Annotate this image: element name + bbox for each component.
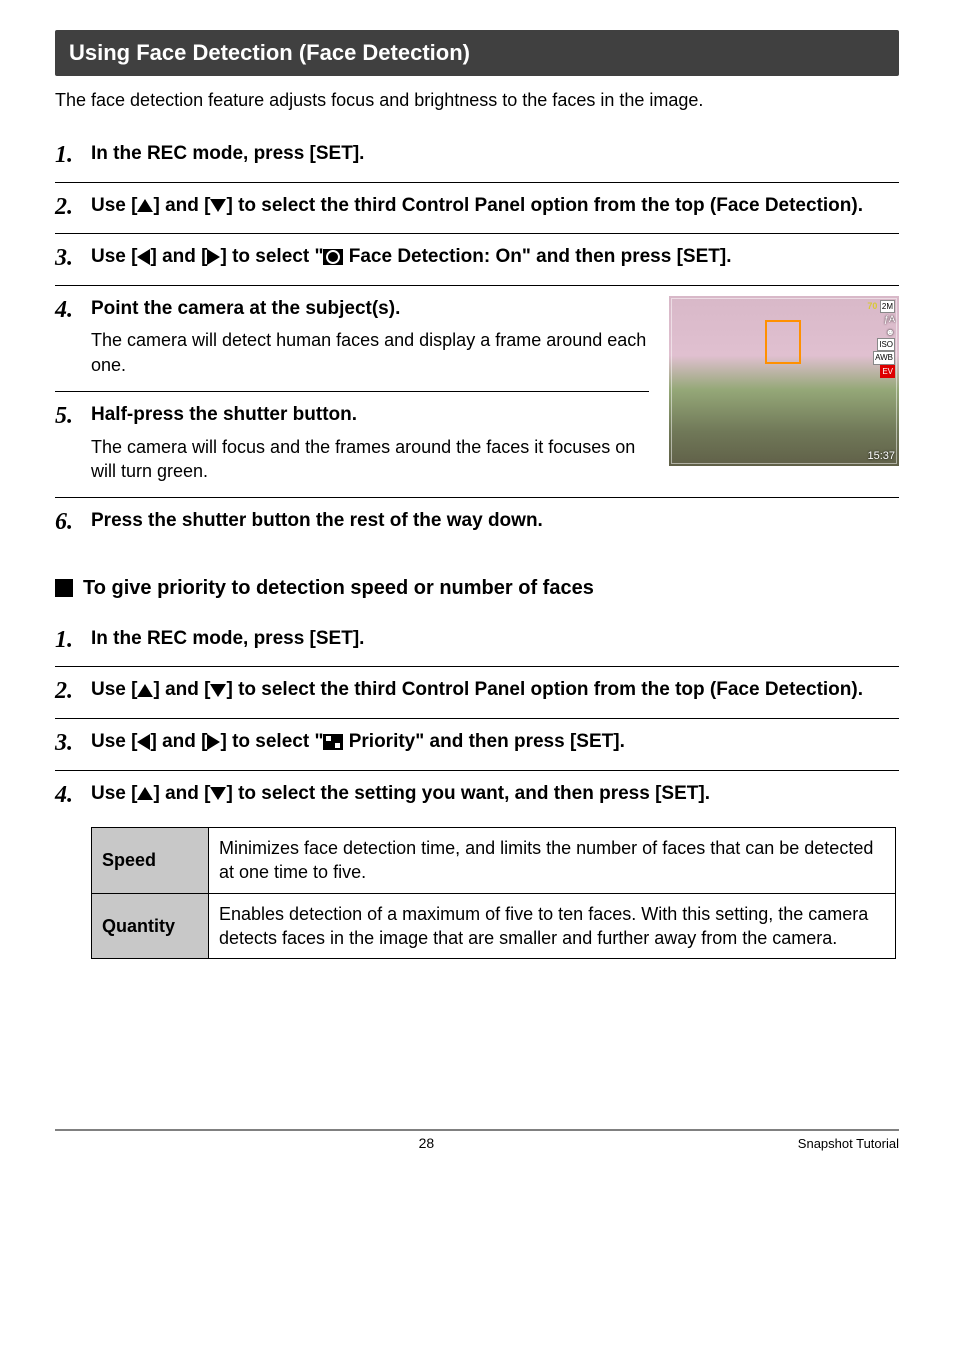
right-arrow-icon <box>207 249 220 265</box>
text: Use [ <box>91 783 137 804</box>
text: Face Detection: On" and then press [SET]… <box>343 246 731 267</box>
text: ] and [ <box>153 195 210 216</box>
down-arrow-icon <box>210 199 226 212</box>
text: Priority" and then press [SET]. <box>343 731 624 752</box>
table-cell-text: Enables detection of a maximum of five t… <box>209 893 896 959</box>
subsection-heading: To give priority to detection speed or n… <box>55 577 899 600</box>
step-title: Half-press the shutter button. <box>91 402 649 429</box>
up-arrow-icon <box>137 199 153 212</box>
step-number: 4. <box>55 296 91 377</box>
table-cell-label: Quantity <box>92 893 209 959</box>
intro-text: The face detection feature adjusts focus… <box>55 90 899 111</box>
section-header: Using Face Detection (Face Detection) <box>55 30 899 76</box>
text: Use [ <box>91 195 137 216</box>
text: ] to select the third Control Panel opti… <box>226 195 863 216</box>
preview-side-icons: 70 2M ƒA ☻ ISO AWB EV <box>867 300 895 378</box>
step-number: 3. <box>55 244 91 270</box>
step-title: In the REC mode, press [SET]. <box>91 141 899 168</box>
bullet-square-icon <box>55 579 73 597</box>
step-3: 3. Use [ ] and [ ] to select " Face Detect… <box>55 233 899 285</box>
text: ] and [ <box>153 783 210 804</box>
face-detection-icon <box>323 249 343 265</box>
down-arrow-icon <box>210 684 226 697</box>
footer-section: Snapshot Tutorial <box>798 1136 899 1151</box>
up-arrow-icon <box>137 787 153 800</box>
table-row: Quantity Enables detection of a maximum … <box>92 893 896 959</box>
text: ] to select the setting you want, and th… <box>226 783 710 804</box>
left-arrow-icon <box>137 734 150 750</box>
left-arrow-icon <box>137 249 150 265</box>
preview-flash-icon: ƒA <box>867 313 895 326</box>
step-number: 4. <box>55 781 91 807</box>
preview-time: 15:37 <box>867 450 895 462</box>
preview-ev-icon: EV <box>880 365 895 378</box>
preview-awb-icon: AWB <box>873 351 895 364</box>
text: Use [ <box>91 731 137 752</box>
step-4-5-row: 4. Point the camera at the subject(s). T… <box>55 285 899 497</box>
text: ] and [ <box>150 731 207 752</box>
priority-step-4: 4. Use [ ] and [ ] to select the setting y… <box>55 770 899 822</box>
step-5: 5. Half-press the shutter button. The ca… <box>55 391 649 497</box>
text: Use [ <box>91 246 137 267</box>
preview-iso-icon: ISO <box>877 338 895 351</box>
text: ] and [ <box>153 679 210 700</box>
preview-count-icon: 70 <box>867 301 877 311</box>
preview-size-badge: 2M <box>880 300 895 313</box>
text: ] to select the third Control Panel opti… <box>226 679 863 700</box>
up-arrow-icon <box>137 684 153 697</box>
preview-face-icon: ☻ <box>867 326 895 339</box>
step-title: Use [ ] and [ ] to select the third Contro… <box>91 193 899 220</box>
step-number: 2. <box>55 193 91 219</box>
table-cell-text: Minimizes face detection time, and limit… <box>209 828 896 894</box>
priority-step-2: 2. Use [ ] and [ ] to select the third Con… <box>55 666 899 718</box>
step-4: 4. Point the camera at the subject(s). T… <box>55 296 649 391</box>
text: Use [ <box>91 679 137 700</box>
down-arrow-icon <box>210 787 226 800</box>
table-cell-label: Speed <box>92 828 209 894</box>
subsection-title: To give priority to detection speed or n… <box>83 577 594 600</box>
step-title: Press the shutter button the rest of the… <box>91 508 899 535</box>
step-number: 1. <box>55 141 91 167</box>
step-title: Use [ ] and [ ] to select " Priority" and … <box>91 729 899 756</box>
page-number: 28 <box>419 1135 435 1151</box>
step-description: The camera will focus and the frames aro… <box>91 435 649 484</box>
table-row: Speed Minimizes face detection time, and… <box>92 828 896 894</box>
step-number: 1. <box>55 626 91 652</box>
priority-step-3: 3. Use [ ] and [ ] to select " Priority" a… <box>55 718 899 770</box>
page-footer: 28 Snapshot Tutorial <box>55 1129 899 1171</box>
step-6: 6. Press the shutter button the rest of … <box>55 497 899 549</box>
text: ] to select " <box>220 246 323 267</box>
settings-table: Speed Minimizes face detection time, and… <box>91 827 896 959</box>
priority-step-1: 1. In the REC mode, press [SET]. <box>55 616 899 667</box>
text: ] to select " <box>220 731 323 752</box>
right-arrow-icon <box>207 734 220 750</box>
step-title: In the REC mode, press [SET]. <box>91 626 899 653</box>
step-1: 1. In the REC mode, press [SET]. <box>55 131 899 182</box>
step-description: The camera will detect human faces and d… <box>91 328 649 377</box>
step-number: 3. <box>55 729 91 755</box>
priority-icon <box>323 734 343 750</box>
step-number: 6. <box>55 508 91 534</box>
text: ] and [ <box>150 246 207 267</box>
step-number: 5. <box>55 402 91 483</box>
camera-preview-image: 70 2M ƒA ☻ ISO AWB EV 15:37 <box>669 296 899 466</box>
face-detection-box <box>765 320 801 364</box>
step-title: Use [ ] and [ ] to select " Face Detection… <box>91 244 899 271</box>
step-title: Point the camera at the subject(s). <box>91 296 649 323</box>
step-number: 2. <box>55 677 91 703</box>
step-title: Use [ ] and [ ] to select the third Contro… <box>91 677 899 704</box>
step-2: 2. Use [ ] and [ ] to select the third Con… <box>55 182 899 234</box>
step-title: Use [ ] and [ ] to select the setting you … <box>91 781 899 808</box>
